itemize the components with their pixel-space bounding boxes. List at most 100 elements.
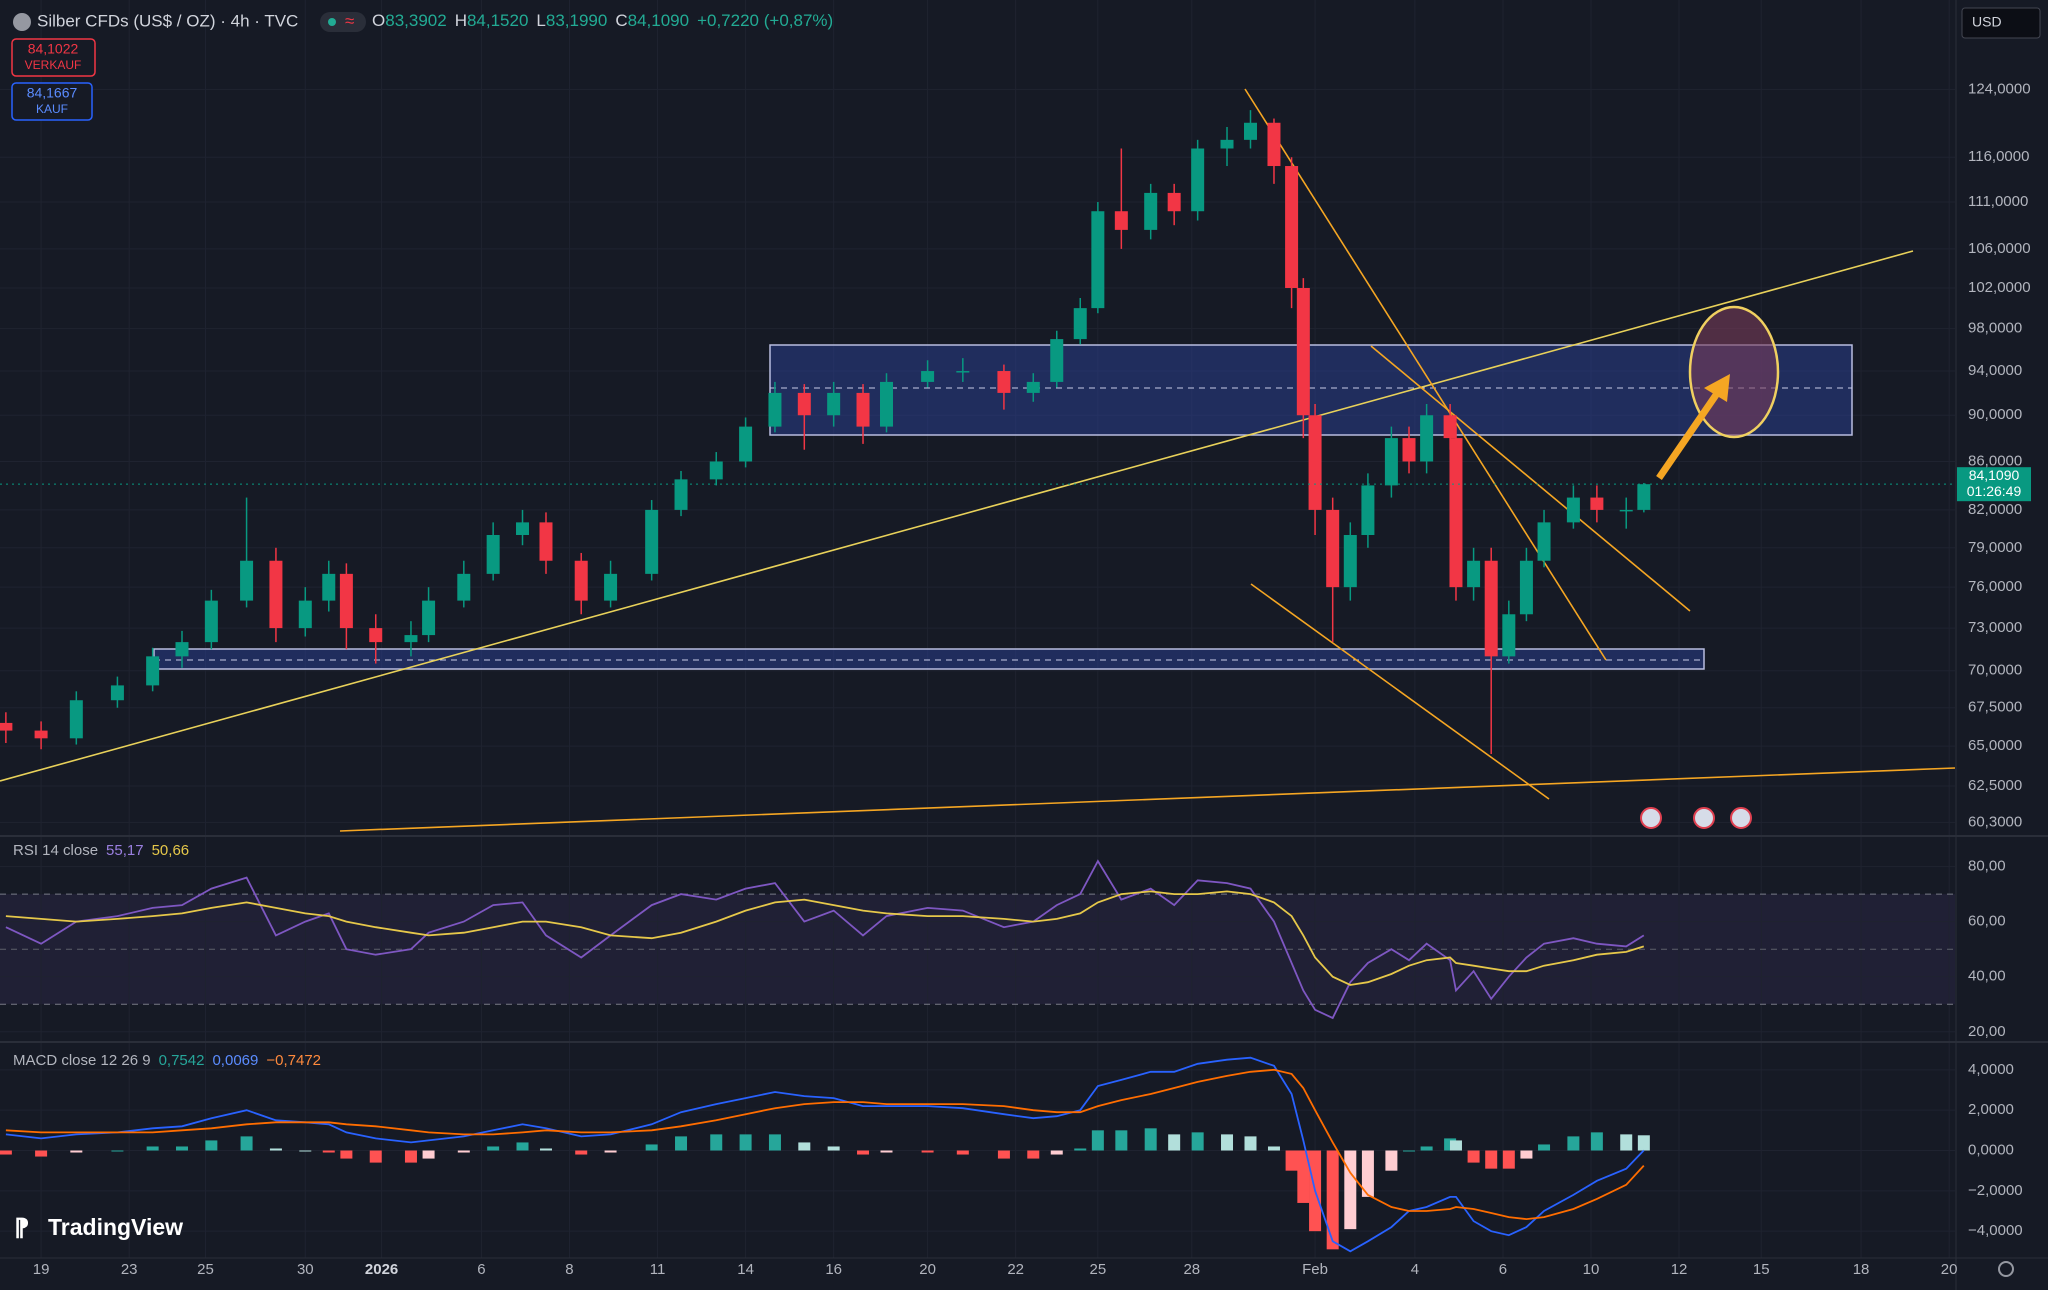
trend-line[interactable] bbox=[1250, 583, 1550, 800]
candle-body bbox=[1420, 415, 1434, 462]
buy-button[interactable] bbox=[11, 82, 93, 121]
candle-body bbox=[1467, 560, 1481, 588]
x-tick-label: 19 bbox=[33, 1261, 50, 1278]
rsi-value: 55,17 bbox=[106, 842, 144, 859]
event-flags bbox=[1640, 807, 1752, 829]
macd-histogram-bar bbox=[827, 1146, 840, 1151]
candle-body bbox=[1144, 192, 1158, 230]
macd-histogram-bar bbox=[1637, 1135, 1650, 1151]
trend-line[interactable] bbox=[1370, 345, 1691, 612]
candle-body bbox=[516, 522, 530, 536]
candle-body bbox=[797, 392, 811, 416]
status-icon: ≈ bbox=[345, 11, 354, 30]
y-tick-label: 76,0000 bbox=[1968, 578, 2022, 595]
x-tick-label: Feb bbox=[1302, 1261, 1328, 1278]
candle-body bbox=[1402, 438, 1416, 462]
macd-histogram-bar bbox=[35, 1150, 48, 1157]
macd-histogram-bar bbox=[487, 1146, 500, 1151]
candle-body bbox=[539, 522, 553, 561]
support-zone[interactable] bbox=[153, 648, 1705, 670]
candle-body bbox=[827, 392, 841, 416]
macd-legend: MACD close 12 26 9 0,7542 0,0069 −0,7472 bbox=[13, 1052, 321, 1069]
candle-body bbox=[1220, 139, 1234, 149]
rsi-ma-value: 50,66 bbox=[152, 842, 190, 859]
macd-histogram-bar bbox=[1344, 1150, 1357, 1230]
x-tick-label: 15 bbox=[1753, 1261, 1770, 1278]
ohlc-value: 84,1090 bbox=[628, 11, 689, 30]
macd-histogram-bar bbox=[645, 1144, 658, 1151]
macd-histogram-bar bbox=[1620, 1134, 1633, 1151]
x-tick-label: 20 bbox=[919, 1261, 936, 1278]
ohlc-value: 84,1520 bbox=[467, 11, 528, 30]
settings-icon[interactable] bbox=[1998, 1261, 2014, 1277]
x-tick-label: 25 bbox=[1090, 1261, 1107, 1278]
candle-body bbox=[240, 560, 254, 601]
event-flag[interactable] bbox=[1730, 807, 1752, 829]
ohlc-value: 83,3902 bbox=[385, 11, 446, 30]
y-tick-label: 94,0000 bbox=[1968, 362, 2022, 379]
y-tick-label: 4,0000 bbox=[1968, 1061, 2014, 1078]
currency-button[interactable] bbox=[1961, 7, 2041, 39]
macd-histogram-bar bbox=[1502, 1150, 1515, 1169]
y-tick-label: 60,3000 bbox=[1968, 813, 2022, 830]
trend-line[interactable] bbox=[339, 767, 1956, 832]
trend-line[interactable] bbox=[1244, 88, 1607, 661]
y-tick-label: 20,00 bbox=[1968, 1023, 2006, 1040]
x-tick-label: 22 bbox=[1007, 1261, 1024, 1278]
macd-histogram-bar bbox=[880, 1150, 893, 1153]
sell-button[interactable] bbox=[11, 38, 96, 77]
macd-histogram-bar bbox=[1420, 1146, 1433, 1151]
candle-body bbox=[339, 573, 353, 629]
macd-histogram-bar bbox=[1050, 1150, 1063, 1155]
y-tick-label: 111,0000 bbox=[1968, 193, 2028, 210]
x-tick-label: 12 bbox=[1671, 1261, 1688, 1278]
candle-body bbox=[110, 685, 124, 701]
event-flag[interactable] bbox=[1640, 807, 1662, 829]
trend-line[interactable] bbox=[0, 250, 1914, 782]
event-flag[interactable] bbox=[1693, 807, 1715, 829]
y-tick-label: −4,0000 bbox=[1968, 1222, 2023, 1239]
x-tick-label: 16 bbox=[825, 1261, 842, 1278]
macd-histogram-bar bbox=[1074, 1148, 1087, 1151]
macd-histogram-bar bbox=[956, 1150, 969, 1155]
x-tick-label: 6 bbox=[477, 1261, 485, 1278]
macd-histogram-bar bbox=[1267, 1146, 1280, 1151]
candle-body bbox=[0, 722, 13, 731]
macd-histogram-bar bbox=[1385, 1150, 1398, 1171]
x-tick-label: 18 bbox=[1853, 1261, 1870, 1278]
y-tick-label: 73,0000 bbox=[1968, 619, 2022, 636]
macd-histogram-bar bbox=[299, 1150, 312, 1152]
x-tick-label: 23 bbox=[121, 1261, 138, 1278]
buy-price: 84,1667 bbox=[27, 85, 78, 101]
candle-body bbox=[1384, 438, 1398, 486]
macd-title: MACD close 12 26 9 bbox=[13, 1052, 151, 1069]
candle-body bbox=[645, 509, 659, 574]
macd-histogram-bar bbox=[1115, 1130, 1128, 1151]
macd-histogram-bar bbox=[205, 1140, 218, 1151]
y-tick-label: 79,0000 bbox=[1968, 539, 2022, 556]
y-tick-label: 40,00 bbox=[1968, 968, 2006, 985]
macd-histogram-bar bbox=[1297, 1150, 1310, 1203]
y-tick-label: 106,0000 bbox=[1968, 240, 2031, 257]
ohlc-key: L bbox=[536, 11, 545, 30]
arrow-head bbox=[1704, 374, 1730, 402]
candle-body bbox=[1026, 381, 1040, 393]
macd-histogram-bar bbox=[1168, 1134, 1181, 1151]
arrow-shaft[interactable] bbox=[1656, 390, 1721, 480]
candle-body bbox=[1484, 560, 1498, 657]
ohlc-key: H bbox=[455, 11, 467, 30]
y-tick-label: 67,5000 bbox=[1968, 699, 2022, 716]
macd-histogram-bar bbox=[1567, 1136, 1580, 1151]
y-tick-label: 62,5000 bbox=[1968, 777, 2022, 794]
candle-body bbox=[369, 628, 383, 643]
ohlc: O83,3902 H84,1520 L83,1990 C84,1090 +0,7220 … bbox=[372, 11, 833, 30]
marks bbox=[0, 110, 1955, 1253]
macd-histogram-bar bbox=[1244, 1136, 1257, 1151]
candle-body bbox=[709, 461, 723, 480]
macd-histogram-bar bbox=[1221, 1134, 1234, 1151]
macd-histogram-bar bbox=[1285, 1150, 1298, 1171]
symbol-title: Silber CFDs (US$ / OZ) · 4h · TVC bbox=[37, 11, 298, 30]
